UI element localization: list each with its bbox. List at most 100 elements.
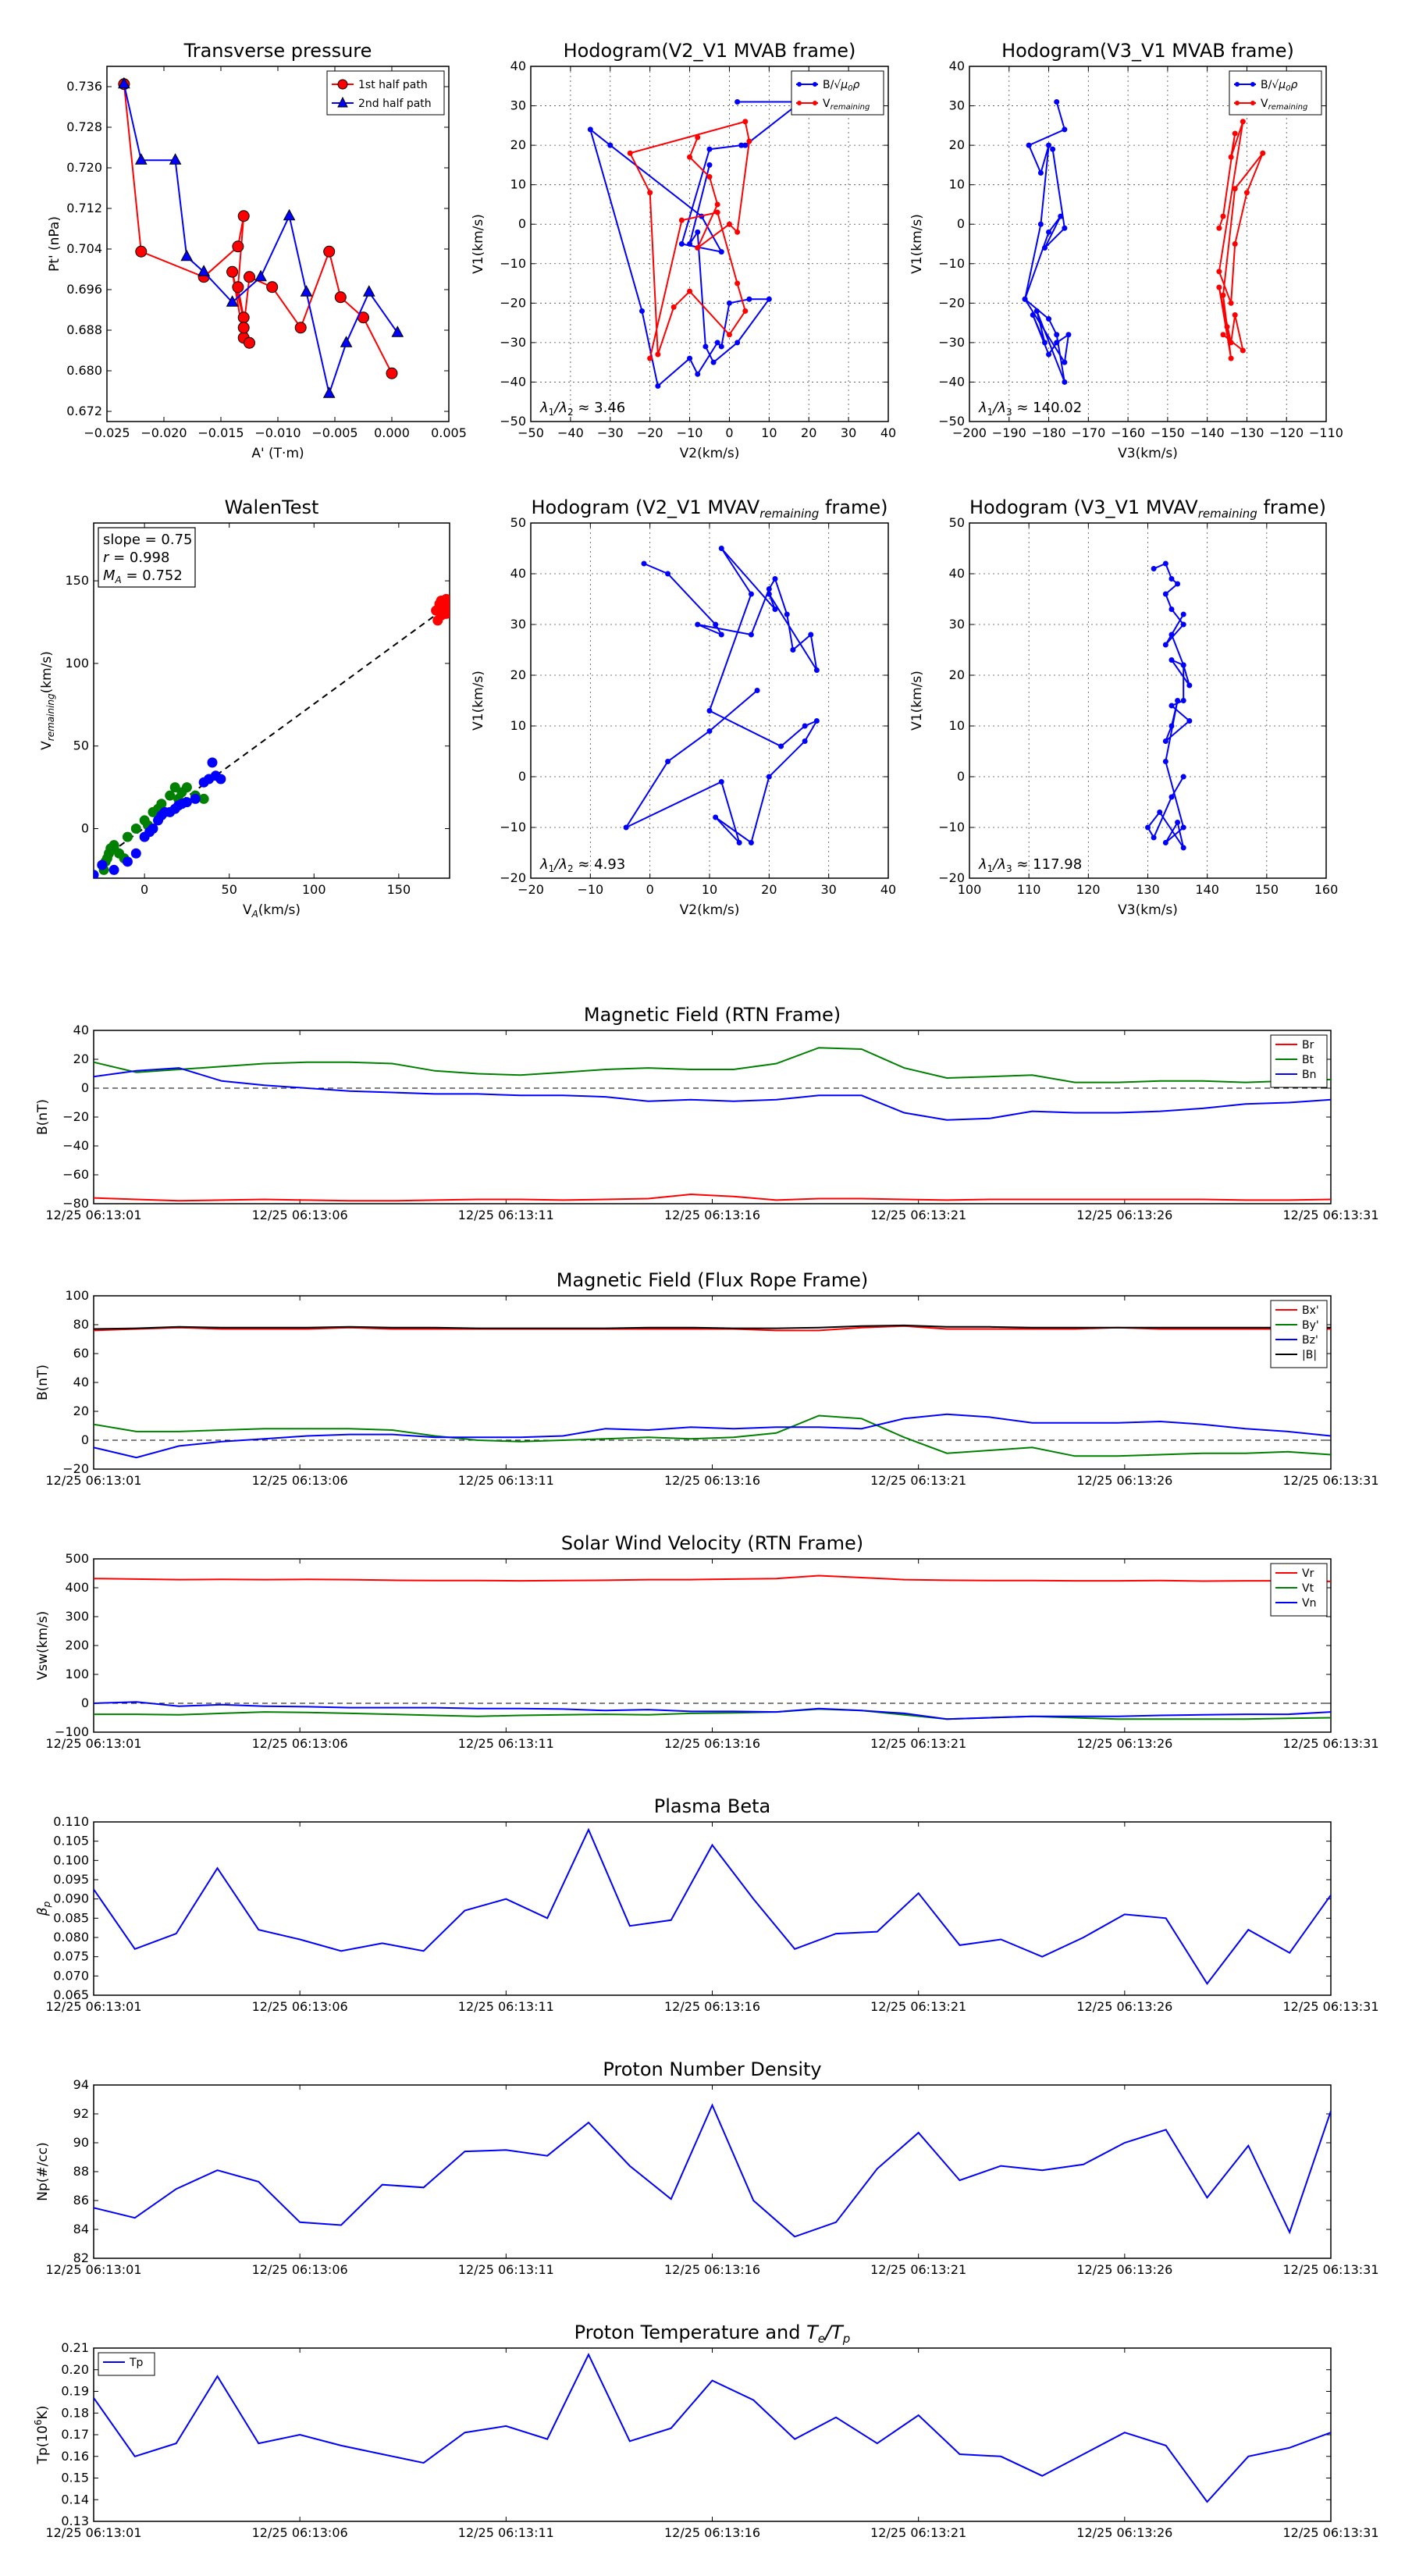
data-point — [1151, 834, 1157, 841]
x-axis-label: VA(km/s) — [243, 902, 301, 920]
x-tick-label: 12/25 06:13:21 — [870, 1473, 966, 1488]
scatter-point-blue — [108, 864, 119, 875]
y-tick-label: 90 — [73, 2135, 89, 2150]
y-tick-label: 0 — [957, 216, 965, 231]
y-tick-label: 0.672 — [66, 404, 102, 418]
x-tick-label: 120 — [1076, 882, 1101, 897]
scatter-point-green — [108, 843, 119, 854]
legend-marker — [337, 79, 348, 90]
x-tick-label: 12/25 06:13:06 — [252, 1473, 348, 1488]
y-tick-label: 50 — [510, 515, 526, 530]
data-layer — [94, 593, 450, 878]
legend: B/√μ0ρ Vremaining — [791, 70, 884, 116]
data-point — [1041, 245, 1048, 251]
data-point — [1175, 581, 1181, 587]
data-point — [294, 322, 307, 334]
data-point — [641, 560, 647, 567]
legend-marker — [1235, 82, 1240, 87]
data-point — [1046, 142, 1052, 148]
data-layer — [94, 1047, 1331, 1202]
x-tick-label: 12/25 06:13:06 — [252, 1999, 348, 2014]
legend-marker — [337, 96, 348, 108]
y-axis-label: V1(km/s) — [909, 214, 925, 274]
legend-marker — [1250, 82, 1255, 87]
x-tick-label: 0.000 — [374, 425, 410, 440]
data-point — [1180, 698, 1186, 703]
data-point — [1026, 142, 1032, 148]
series-line — [624, 547, 819, 845]
x-tick-label: 40 — [880, 882, 896, 897]
data-point — [1062, 225, 1068, 231]
data-point — [742, 308, 749, 314]
data-point — [1232, 186, 1238, 192]
x-tick-label: 12/25 06:13:06 — [252, 2525, 348, 2540]
data-point — [813, 718, 820, 724]
y-axis-label: Vremaining(km/s) — [39, 651, 56, 750]
x-tick-label: −0.025 — [84, 425, 130, 440]
data-point — [1180, 824, 1186, 831]
y-tick-label: 0.105 — [53, 1834, 89, 1848]
data-point — [778, 743, 784, 749]
data-point — [718, 343, 724, 350]
scatter-point-blue — [207, 757, 218, 768]
y-tick-label: 20 — [949, 667, 965, 682]
y-tick-label: 0.13 — [61, 2514, 89, 2528]
data-point — [1175, 698, 1181, 703]
scatter-point-blue — [215, 774, 226, 785]
legend-marker — [813, 101, 817, 105]
plot-frame — [530, 66, 889, 422]
x-tick-label: 12/25 06:13:01 — [45, 1736, 141, 1751]
y-tick-label: 300 — [65, 1609, 89, 1624]
scatter-point-blue — [190, 793, 201, 804]
legend-box — [1229, 70, 1322, 116]
x-tick-label: 30 — [841, 425, 856, 440]
x-tick-label: −50 — [518, 425, 544, 440]
legend-box — [326, 70, 445, 116]
data-point — [1162, 560, 1168, 567]
x-tick-label: 0 — [646, 882, 654, 897]
y-tick-label: −20 — [62, 1109, 89, 1124]
scatter-point-blue — [94, 870, 99, 878]
data-point — [1168, 723, 1175, 729]
chart-hodogram-v2-v1-mvav: −20 −10 0 10 20 30 40 −20 −10 0 10 20 30 40 50 Hodogram… — [471, 496, 896, 918]
data-point — [1062, 379, 1068, 385]
y-tick-label: −10 — [938, 256, 965, 271]
data-point — [655, 383, 661, 389]
y-axis-label: Pt' (nPa) — [47, 216, 62, 272]
data-point — [1151, 566, 1157, 571]
legend: Bx' By' Bz' |B| — [1270, 1300, 1328, 1368]
x-tick-label: 12/25 06:13:16 — [664, 2262, 760, 2277]
data-point — [197, 265, 210, 276]
y-tick-label: 40 — [510, 566, 526, 581]
data-point — [1145, 824, 1151, 831]
series-line — [123, 84, 393, 374]
chart-title: Plasma Beta — [654, 1795, 770, 1817]
y-tick-label: −20 — [938, 870, 965, 885]
legend: 1st half path 2nd half path — [326, 70, 445, 116]
data-point — [1180, 845, 1186, 851]
scatter-point-green — [169, 782, 180, 793]
data-point — [1162, 840, 1168, 845]
y-tick-label: 10 — [510, 718, 526, 733]
y-tick-label: 30 — [510, 617, 526, 632]
x-tick-label: 0.005 — [431, 425, 467, 440]
data-point — [706, 174, 713, 180]
y-tick-label: 0 — [81, 1695, 89, 1710]
plot-frame — [93, 1030, 1332, 1204]
y-tick-label: 0.736 — [66, 79, 102, 94]
data-point — [1216, 269, 1222, 275]
data-layer — [94, 1324, 1331, 1459]
data-point — [736, 840, 742, 845]
x-tick-label: −140 — [1190, 425, 1225, 440]
data-point — [670, 304, 677, 310]
legend: Vr Vt Vn — [1270, 1563, 1328, 1617]
x-tick-label: 12/25 06:13:06 — [252, 1208, 348, 1222]
chart-hodogram-v3-v1-mvav: 100 110 120 130 140 150 160 −20 −10 0 10 20 30 40 50 Ho… — [909, 496, 1338, 918]
data-point — [254, 269, 267, 282]
y-tick-label: 20 — [949, 137, 965, 152]
y-tick-label: 50 — [73, 738, 89, 753]
x-tick-label: 140 — [1195, 882, 1219, 897]
y-tick-label: 94 — [73, 2077, 89, 2092]
data-point — [714, 340, 720, 346]
data-point — [735, 280, 741, 286]
